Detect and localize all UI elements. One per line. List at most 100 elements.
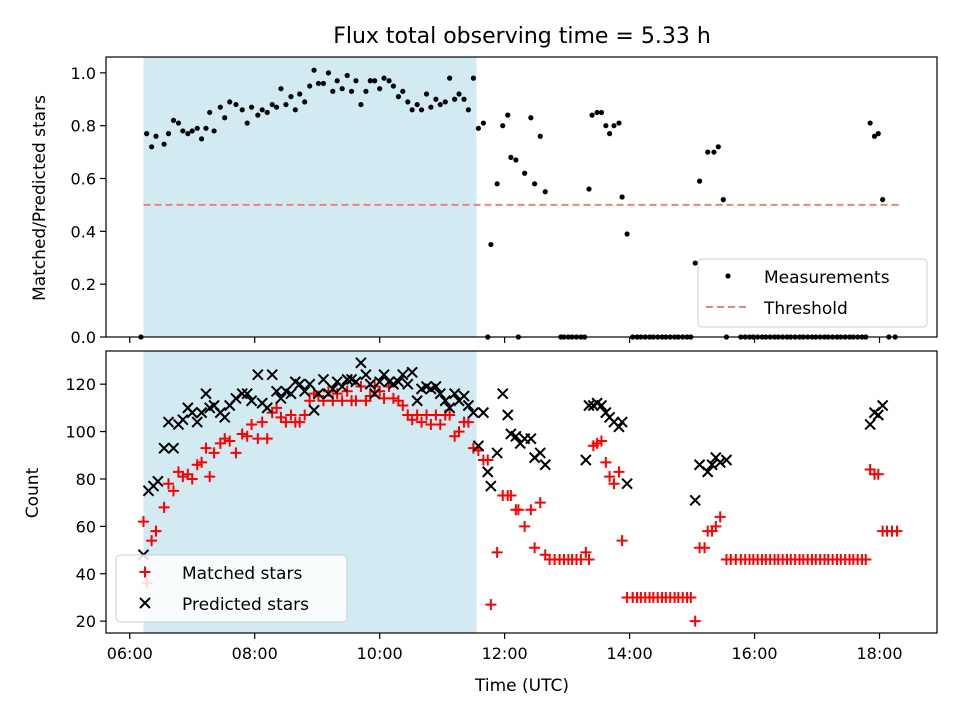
measurements-point bbox=[334, 78, 340, 84]
measurements-point bbox=[456, 91, 462, 97]
measurements-point bbox=[880, 197, 886, 203]
measurements-point bbox=[363, 88, 369, 94]
measurements-point bbox=[505, 112, 511, 118]
measurements-point bbox=[586, 186, 592, 192]
measurements-point bbox=[696, 178, 703, 184]
legend-box bbox=[115, 554, 348, 623]
measurements-point bbox=[542, 189, 548, 195]
x-axis-label: Time (UTC) bbox=[474, 676, 569, 696]
predicted-stars-point bbox=[373, 376, 386, 388]
predicted-stars-point bbox=[236, 387, 248, 400]
measurements-point bbox=[616, 120, 622, 126]
predicted-stars-point bbox=[364, 378, 377, 390]
predicted-stars-point bbox=[462, 399, 475, 412]
y-tick-label: 1.0 bbox=[71, 64, 96, 83]
matched-stars-point bbox=[167, 485, 179, 497]
matched-stars-point bbox=[378, 392, 390, 404]
measurements-point bbox=[494, 181, 500, 187]
matched-stars-point bbox=[317, 395, 329, 407]
matched-stars-point bbox=[271, 402, 283, 414]
measurements-point bbox=[465, 107, 471, 113]
matched-stars-point bbox=[616, 535, 628, 547]
predicted-stars-point bbox=[397, 368, 409, 381]
plot-frame bbox=[105, 56, 938, 338]
measurements-point bbox=[248, 104, 255, 110]
measurements-point bbox=[386, 78, 392, 84]
matched-stars-point bbox=[891, 525, 903, 537]
x-tick-label: 08:00 bbox=[232, 644, 278, 663]
predicted-stars-point bbox=[162, 416, 175, 428]
predicted-stars-point bbox=[595, 399, 608, 412]
measurements-point bbox=[292, 107, 298, 113]
predicted-stars-point bbox=[152, 475, 164, 488]
measurements-point bbox=[325, 70, 332, 76]
matched-stars-point bbox=[425, 418, 437, 430]
matched-stars-point bbox=[512, 504, 524, 516]
predicted-stars-point bbox=[616, 416, 628, 428]
predicted-stars-point bbox=[336, 380, 348, 393]
predicted-stars-point bbox=[191, 416, 203, 428]
predicted-stars-point bbox=[327, 383, 339, 395]
predicted-stars-point bbox=[443, 402, 456, 414]
measurements-point bbox=[409, 107, 415, 113]
matched-stars-point bbox=[482, 454, 494, 466]
matched-stars-point bbox=[685, 591, 697, 603]
predicted-stars-point bbox=[714, 456, 726, 469]
matched-stars-point bbox=[256, 416, 268, 428]
measurements-point bbox=[619, 194, 625, 200]
predicted-stars-point bbox=[411, 395, 423, 407]
predicted-stars-point bbox=[312, 387, 325, 400]
measurements-point bbox=[442, 99, 448, 105]
matched-stars-point bbox=[162, 478, 174, 490]
predicted-stars-point bbox=[539, 459, 551, 471]
measurements-point bbox=[207, 109, 213, 116]
measurements-point bbox=[311, 67, 317, 73]
y-tick-label: 0.2 bbox=[71, 275, 96, 294]
measurements-point bbox=[194, 125, 200, 131]
matched-stars-point bbox=[246, 418, 258, 430]
measurements-point bbox=[423, 91, 430, 97]
predicted-stars-point bbox=[448, 387, 461, 400]
matched-stars-point bbox=[860, 554, 872, 566]
measurements-point bbox=[217, 104, 223, 110]
measurements-point bbox=[227, 99, 233, 105]
measurements-point bbox=[239, 107, 245, 113]
y-tick-label: 60 bbox=[76, 517, 96, 536]
matched-stars-point bbox=[280, 416, 292, 428]
measurements-point bbox=[211, 128, 217, 134]
predicted-stars-point bbox=[510, 430, 522, 443]
measurements-point bbox=[153, 133, 159, 139]
measurements-point bbox=[344, 72, 350, 79]
chart-title: Flux total observing time = 5.33 h bbox=[333, 24, 711, 49]
predicted-stars-point bbox=[241, 387, 253, 400]
measurements-point bbox=[589, 112, 595, 118]
measurements-point bbox=[367, 78, 373, 84]
measurements-point bbox=[353, 78, 359, 84]
y-axis-label-top: Matched/Predicted stars bbox=[30, 95, 50, 301]
predicted-stars-point bbox=[261, 402, 273, 414]
measurements-point bbox=[606, 131, 613, 137]
matched-stars-point bbox=[294, 416, 306, 428]
matched-stars-point bbox=[150, 525, 162, 537]
measurements-point bbox=[437, 101, 443, 108]
predicted-stars-point bbox=[341, 373, 353, 386]
predicted-stars-point bbox=[350, 376, 362, 388]
observing-window-shade bbox=[143, 57, 477, 337]
matched-stars-point bbox=[534, 497, 546, 509]
measurements-point bbox=[273, 104, 280, 110]
matched-stars-point bbox=[529, 542, 541, 554]
matched-stars-point bbox=[485, 599, 497, 611]
matched-stars-point bbox=[252, 433, 264, 445]
predicted-stars-point bbox=[275, 392, 287, 405]
matched-stars-point bbox=[580, 546, 592, 558]
predicted-stars-point bbox=[270, 385, 283, 397]
predicted-stars-point bbox=[485, 480, 497, 492]
matched-stars-point bbox=[224, 435, 236, 447]
measurements-point bbox=[867, 120, 873, 126]
x-tick-label: 10:00 bbox=[357, 644, 403, 663]
measurements-point bbox=[400, 88, 406, 94]
matched-stars-point bbox=[608, 478, 620, 490]
measurements-point bbox=[165, 131, 172, 137]
measurements-point bbox=[381, 75, 387, 81]
matched-stars-point bbox=[275, 411, 287, 423]
